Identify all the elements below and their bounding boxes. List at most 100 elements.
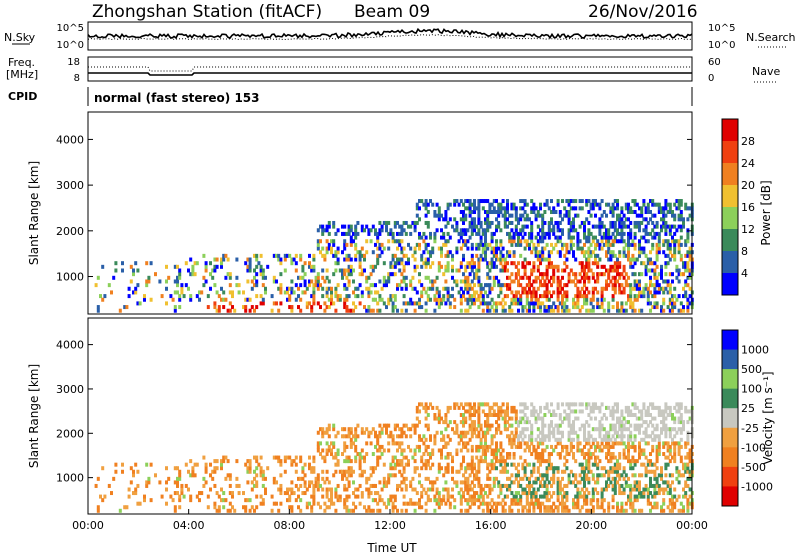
power-echo-cell [468,305,472,310]
power-echo-cell [644,231,648,236]
power-echo-cell [523,224,527,229]
velocity-echo-cell [572,505,575,510]
velocity-echo-cell [510,444,514,449]
velocity-echo-cell [660,430,663,435]
power-echo-cell [671,301,674,306]
velocity-echo-cell [464,508,468,513]
velocity-echo-cell [633,402,637,407]
velocity-echo-cell [470,498,474,503]
velocity-echo-cell [248,498,252,503]
power-echo-cell [358,253,362,258]
power-echo-cell [424,220,428,225]
power-echo-cell [569,199,573,204]
power-echo-cell [204,261,208,266]
power-echo-cell [583,250,586,255]
power-echo-cell [446,206,450,211]
velocity-echo-cell [602,437,606,442]
power-echo-cell [147,275,151,280]
velocity-echo-cell [486,483,490,488]
power-echo-cell [420,235,424,240]
power-echo-cell [587,253,591,258]
power-echo-cell [455,224,459,229]
velocity-echo-cell [565,448,569,453]
power-echo-cell [272,275,276,280]
power-echo-cell [396,239,399,244]
velocity-echo-cell [103,494,107,499]
power-echo-cell [321,228,325,233]
velocity-echo-cell [404,483,408,488]
power-ytick-label: 3000 [56,179,84,192]
velocity-echo-cell [451,469,454,474]
power-echo-cell [462,220,465,225]
power-echo-cell [532,264,536,269]
power-echo-cell [576,279,580,284]
velocity-echo-cell [503,420,507,425]
velocity-echo-cell [418,437,421,442]
velocity-echo-cell [334,487,338,492]
power-echo-cell [409,231,413,236]
power-echo-cell [655,224,659,229]
power-echo-cell [457,239,461,244]
power-echo-cell [620,224,624,229]
velocity-echo-cell [556,469,560,474]
power-echo-cell [462,210,465,214]
velocity-echo-cell [136,469,140,474]
velocity-echo-cell [248,469,252,474]
velocity-echo-cell [451,466,454,471]
power-echo-cell [622,286,626,291]
velocity-echo-cell [552,501,556,506]
velocity-echo-cell [552,476,556,481]
velocity-echo-cell [352,434,355,439]
velocity-echo-cell [642,405,646,410]
noise-panel: N.Sky 10^5 10^0 10^5 10^0 N.Search [4,21,796,51]
velocity-echo-cell [253,455,256,460]
velocity-echo-cell [288,455,292,460]
power-echo-cell [565,290,569,295]
velocity-echo-cell [198,498,201,503]
power-echo-cell [484,290,487,295]
velocity-echo-cell [283,455,287,460]
velocity-echo-cell [543,505,547,510]
power-echo-cell [160,294,164,299]
power-echo-cell [448,305,452,310]
velocity-echo-cell [517,444,520,449]
power-echo-cell [525,202,529,207]
velocity-echo-cell [517,437,520,442]
power-echo-cell [622,308,626,313]
power-echo-cell [671,224,674,229]
velocity-echo-cell [464,498,468,503]
power-echo-cell [585,294,589,299]
velocity-echo-cell [470,501,474,506]
power-echo-cell [640,290,644,295]
power-echo-cell [611,305,615,310]
velocity-echo-cell [655,427,659,432]
velocity-echo-cell [682,427,685,432]
velocity-echo-cell [468,405,472,410]
velocity-echo-cell [437,420,441,425]
velocity-echo-cell [204,480,208,485]
velocity-echo-cell [644,473,648,478]
velocity-echo-cell [501,409,505,414]
power-echo-cell [279,286,283,291]
velocity-echo-cell [514,427,518,432]
power-echo-cell [459,308,463,313]
velocity-echo-cell [486,402,490,407]
power-echo-cell [644,283,648,288]
power-echo-cell [462,272,465,277]
power-echo-cell [321,275,325,280]
velocity-echo-cell [413,469,417,474]
power-echo-cell [336,283,340,288]
power-echo-cell [620,272,624,277]
power-echo-cell [400,250,404,255]
velocity-echo-cell [473,498,476,503]
velocity-echo-cell [558,455,562,460]
velocity-echo-cell [519,434,523,439]
power-ytick-label: 4000 [56,133,84,146]
power-echo-cell [545,199,549,204]
power-echo-cell [459,261,463,266]
velocity-echo-cell [316,480,320,485]
velocity-echo-cell [429,498,432,503]
velocity-echo-cell [215,466,219,471]
velocity-echo-cell [462,434,465,439]
velocity-echo-cell [627,405,630,410]
